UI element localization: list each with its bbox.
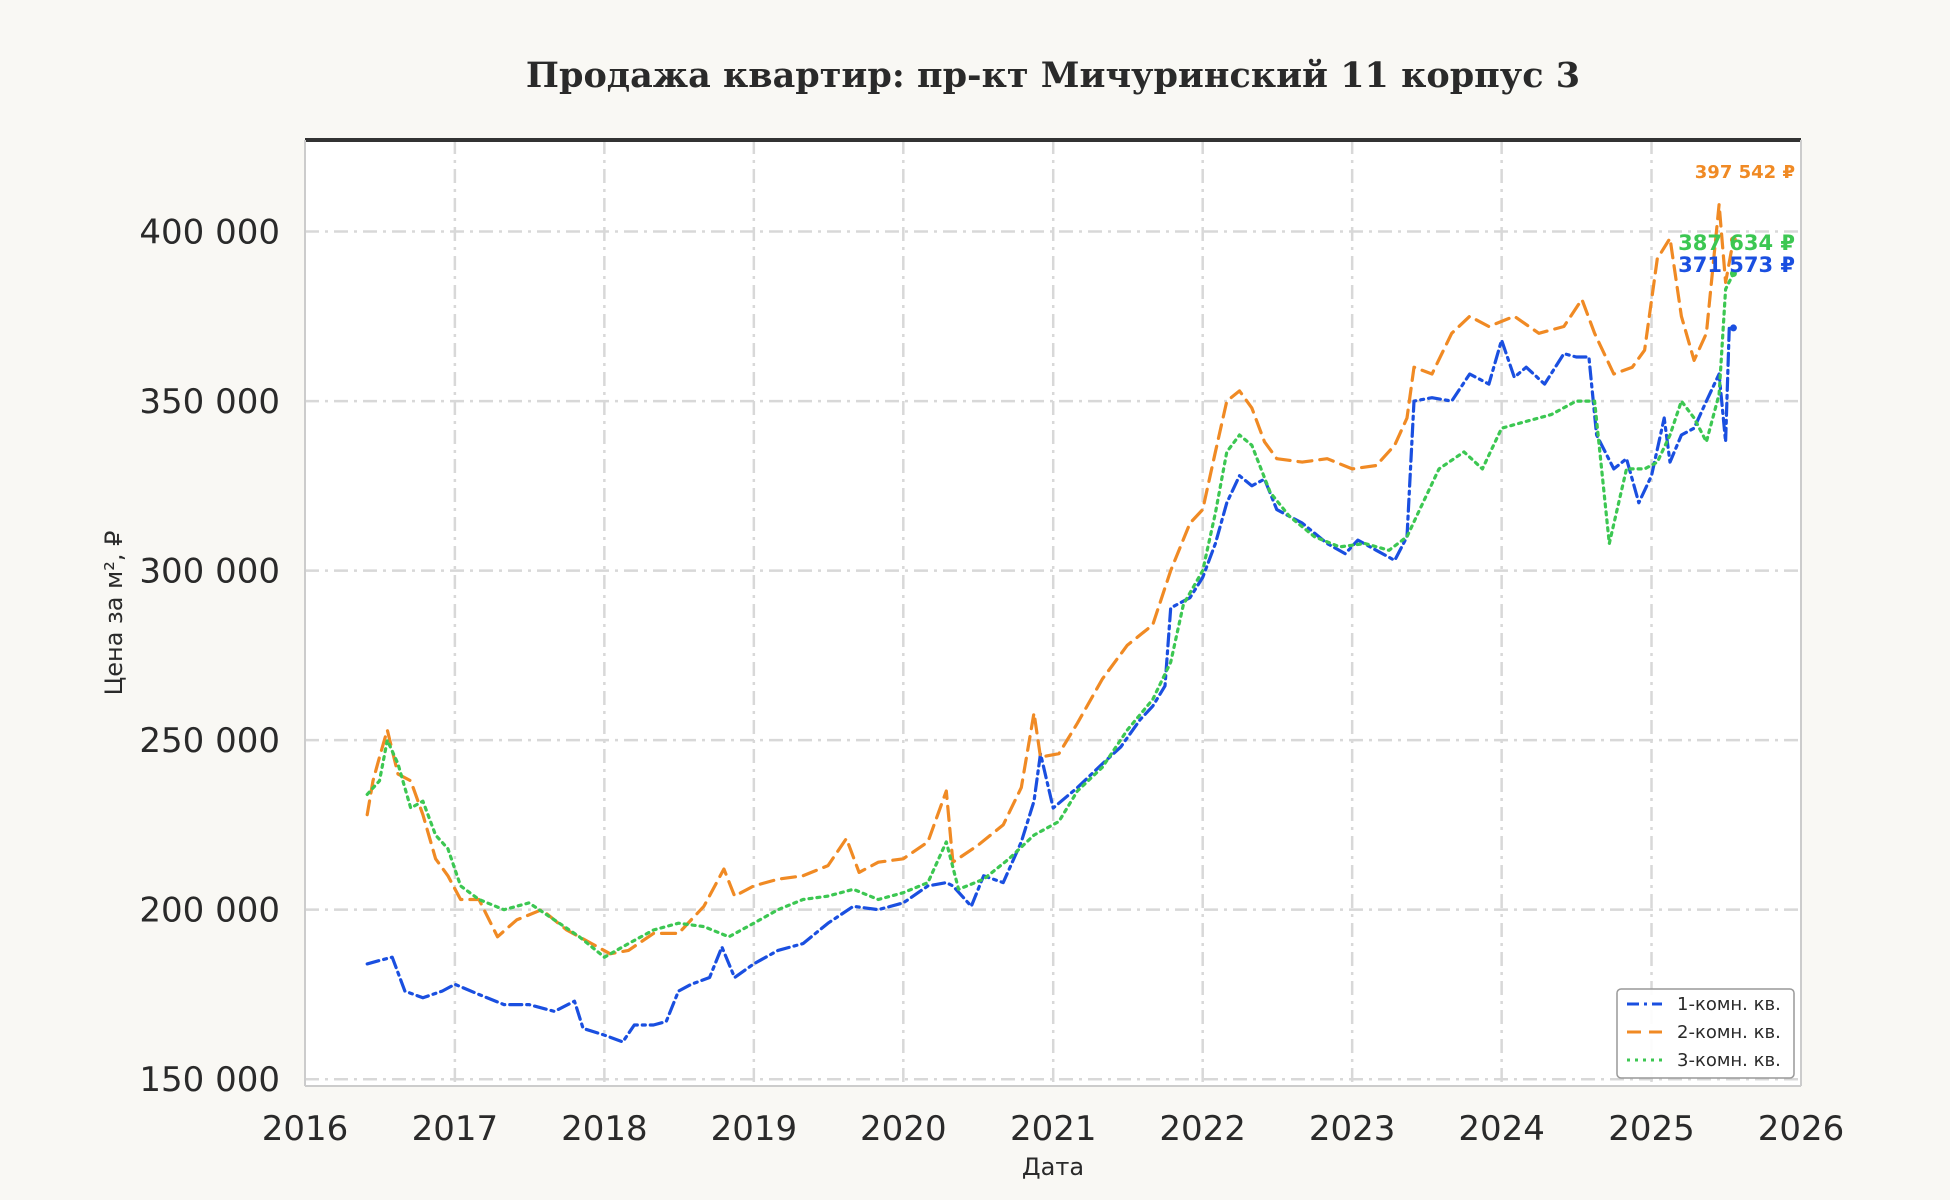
y-axis-ticks: 150 000 200 000 250 000 300 000 350 000 400 0… <box>139 213 280 1101</box>
grid <box>305 140 1801 1086</box>
legend: 1-комн. кв. 2-комн. кв. 3-комн. кв. <box>1616 988 1795 1079</box>
x-axis-ticks: 2016 2017 2018 2019 2020 2021 2022 2023 2024 2025… <box>262 1109 1845 1149</box>
series-line-1 <box>365 324 1735 1044</box>
x-tick-label: 2016 <box>262 1109 349 1149</box>
x-tick-label: 2023 <box>1309 1109 1396 1149</box>
x-tick-label: 2026 <box>1758 1109 1845 1149</box>
end-labels: 397 542 ₽ 387 634 ₽371 573 ₽ <box>1678 162 1795 277</box>
y-tick-label: 200 000 <box>139 891 280 931</box>
x-tick-label: 2019 <box>711 1109 798 1149</box>
y-tick-label: 400 000 <box>139 213 280 253</box>
series-end-point <box>1729 269 1737 277</box>
end-value-label: 371 573 ₽ <box>1678 253 1795 277</box>
series-end-point <box>1729 236 1737 244</box>
x-tick-label: 2024 <box>1458 1109 1545 1149</box>
x-axis-label: Дата <box>1022 1153 1084 1181</box>
y-tick-label: 250 000 <box>139 721 280 761</box>
legend-label: 2-комн. кв. <box>1677 1022 1781 1043</box>
series-end-point <box>1729 324 1737 332</box>
chart-title: Продажа квартир: пр-кт Мичуринский 11 ко… <box>526 55 1580 96</box>
legend-label: 1-комн. кв. <box>1677 994 1781 1015</box>
legend-label: 3-комн. кв. <box>1677 1050 1781 1071</box>
x-tick-label: 2022 <box>1159 1109 1246 1149</box>
x-tick-label: 2020 <box>860 1109 947 1149</box>
end-value-label: 397 542 ₽ <box>1695 162 1795 183</box>
legend-box <box>1616 988 1795 1079</box>
y-tick-label: 350 000 <box>139 382 280 422</box>
series-line-3 <box>365 271 1735 959</box>
x-tick-label: 2025 <box>1608 1109 1695 1149</box>
y-tick-label: 150 000 <box>139 1060 280 1100</box>
x-tick-label: 2018 <box>561 1109 648 1149</box>
y-axis-label: Цена за м², ₽ <box>100 531 128 696</box>
x-tick-label: 2017 <box>412 1109 499 1149</box>
x-tick-label: 2021 <box>1010 1109 1097 1149</box>
y-tick-label: 300 000 <box>139 552 280 592</box>
series-lines <box>365 202 1737 1044</box>
end-value-label: 387 634 ₽ <box>1678 231 1795 255</box>
